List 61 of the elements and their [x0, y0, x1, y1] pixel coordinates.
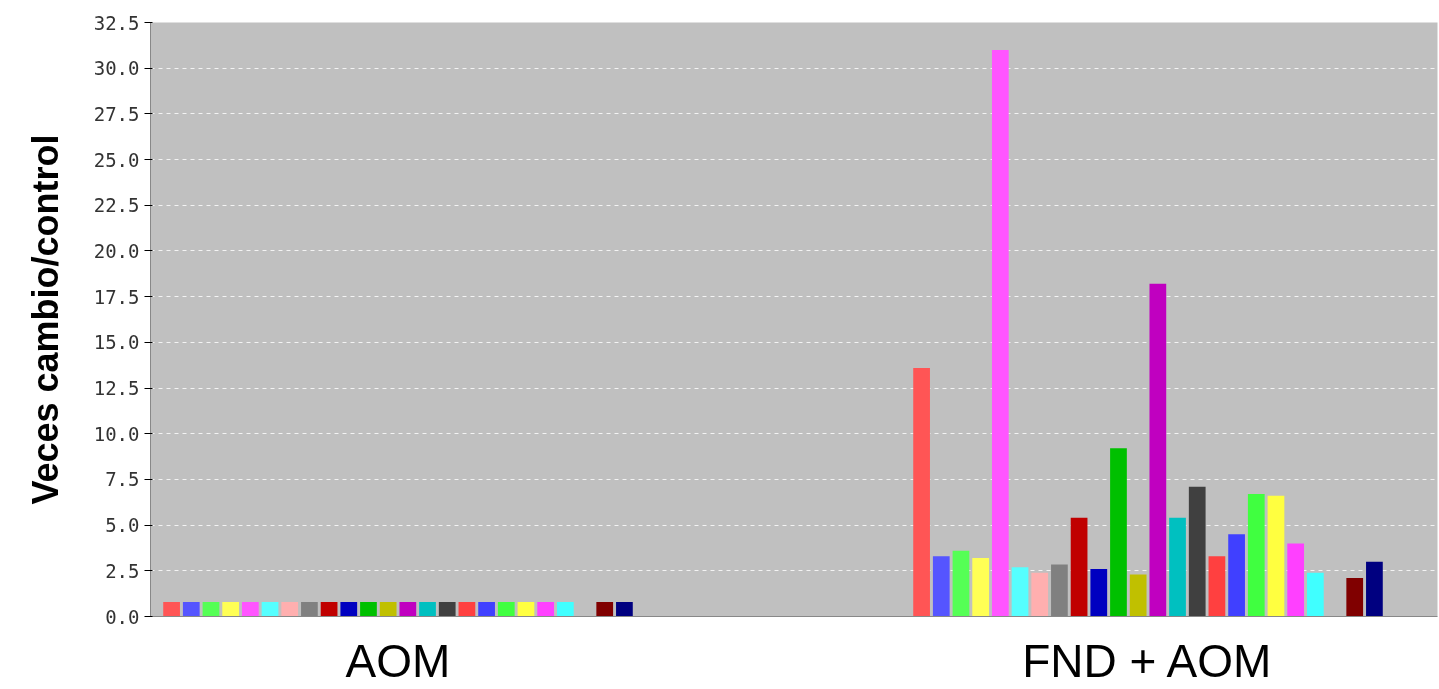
y-tick-label: 7.5: [105, 468, 140, 491]
bar: [596, 601, 614, 617]
bar: [360, 601, 377, 617]
y-tick-label: 5.0: [105, 514, 140, 537]
y-tick-label: 22.5: [93, 194, 140, 217]
bar: [1169, 517, 1186, 617]
bar: [458, 601, 476, 617]
x-tick-label: AOM: [345, 634, 451, 687]
bar: [932, 556, 950, 617]
bar: [222, 601, 240, 617]
bar: [399, 601, 417, 617]
bar: [419, 601, 436, 617]
y-tick-label: 30.0: [93, 57, 140, 80]
y-tick-label: 15.0: [93, 331, 140, 354]
bar: [379, 601, 397, 617]
x-tick-label: FND + AOM: [1022, 634, 1272, 687]
y-tick-label: 20.0: [93, 239, 140, 262]
y-tick-label: 17.5: [93, 285, 140, 308]
bar: [1090, 568, 1108, 617]
bar: [163, 601, 180, 617]
bar: [340, 601, 358, 617]
bar: [202, 601, 220, 617]
bar: [497, 601, 515, 617]
y-tick-label: 0.0: [105, 605, 140, 628]
bar: [1247, 494, 1265, 617]
bar: [972, 558, 990, 617]
y-tick-label: 2.5: [105, 559, 140, 582]
bar: [478, 601, 495, 617]
bar: [991, 49, 1009, 617]
y-tick-label: 10.0: [93, 422, 140, 445]
bar: [261, 601, 279, 617]
bar: [616, 601, 633, 617]
bar: [1110, 448, 1127, 617]
bar: [1011, 567, 1029, 617]
y-tick-label: 32.5: [93, 11, 140, 34]
bar: [1031, 572, 1049, 617]
bar: [320, 601, 338, 617]
bar: [1208, 556, 1226, 617]
bar: [1188, 486, 1206, 617]
y-tick-label: 12.5: [93, 377, 140, 400]
bar: [1366, 561, 1383, 617]
y-tick-label: 25.0: [93, 148, 140, 171]
bar: [182, 601, 200, 617]
bar: [438, 601, 456, 617]
y-axis-title: Veces cambio/control: [24, 134, 66, 505]
bar: [1228, 534, 1245, 617]
bar: [281, 601, 299, 617]
bar: [517, 601, 535, 617]
bar: [537, 601, 555, 617]
bar: [241, 601, 259, 617]
bar: [952, 550, 970, 617]
y-tick-label: 27.5: [93, 102, 140, 125]
bar: [1306, 572, 1324, 617]
bar: [1287, 543, 1305, 617]
bar: [1070, 517, 1088, 617]
bar: [913, 367, 930, 617]
bar: [1267, 495, 1285, 617]
bar: [556, 601, 574, 617]
bar: [1129, 574, 1147, 617]
bar: [1346, 578, 1364, 617]
bar: [1149, 283, 1167, 617]
